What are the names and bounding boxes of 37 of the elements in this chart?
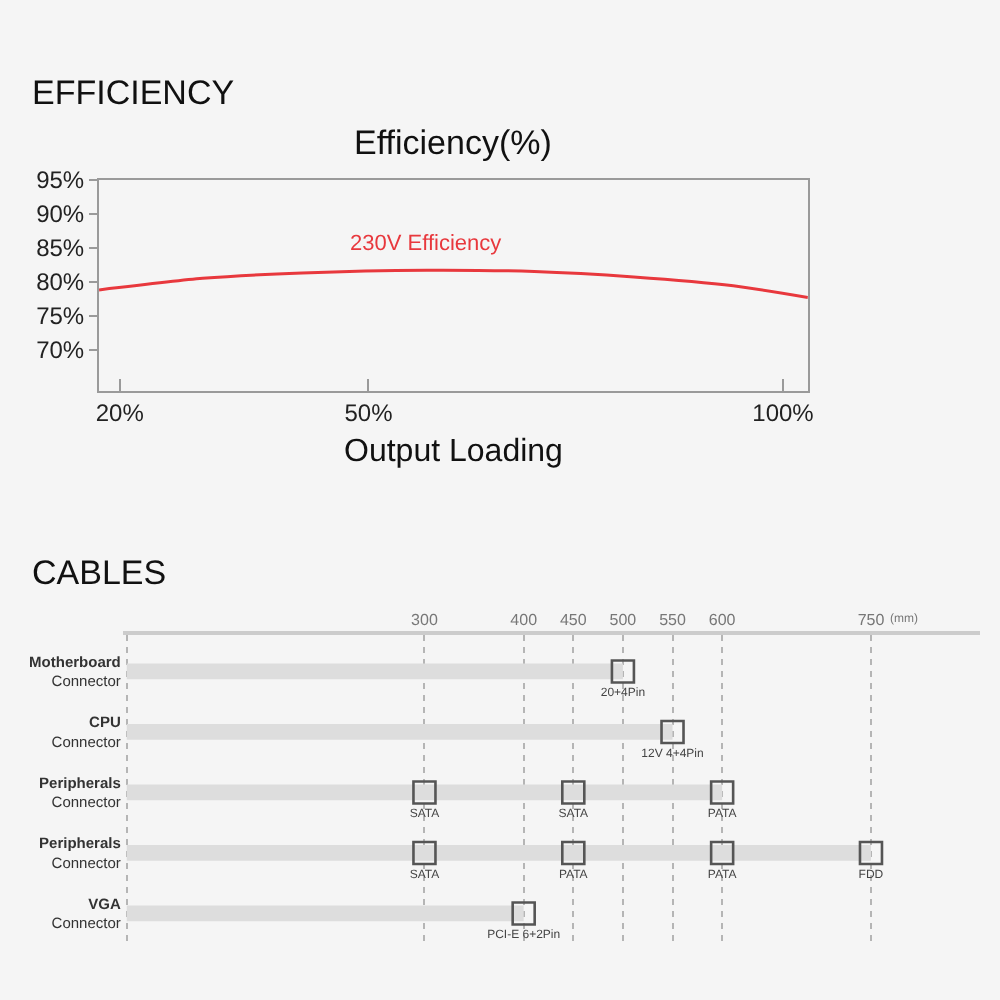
point	[660, 719, 685, 745]
point	[412, 780, 437, 805]
x-tick-label: 450	[559, 610, 588, 629]
point	[561, 840, 586, 866]
y-tick-label: 90%	[36, 200, 85, 229]
x-tick-label: 750	[857, 610, 886, 629]
y-tick-label: 75%	[36, 302, 85, 331]
x-tick-label: 100%	[752, 399, 815, 428]
point	[610, 659, 636, 684]
point	[709, 840, 735, 866]
chart-title: CABLES	[32, 554, 167, 592]
x-tick-label: 300	[411, 610, 439, 629]
point	[858, 840, 884, 866]
bar	[126, 845, 871, 861]
x-tick-label: 500	[609, 610, 638, 629]
bar	[126, 724, 673, 740]
y-tick-label: 80%	[36, 268, 85, 297]
chart-subtitle: Efficiency(%)	[354, 124, 552, 162]
x-tick-label: 550	[659, 610, 687, 629]
x-axis-title: Output Loading	[344, 434, 563, 469]
x-tick-label: 400	[510, 610, 539, 629]
bar	[126, 784, 723, 801]
point	[561, 780, 586, 805]
x-tick-label: 20%	[95, 399, 145, 428]
bar	[126, 663, 623, 680]
y-tick-label: 95%	[36, 166, 85, 195]
y-tick-label: 70%	[36, 336, 85, 365]
point	[412, 840, 437, 866]
bar	[126, 905, 524, 922]
chart-title: EFFICIENCY	[32, 74, 235, 112]
x-tick-label: 600	[708, 610, 737, 629]
line-series	[99, 268, 808, 299]
x-tick-label: 50%	[344, 399, 394, 428]
point	[709, 780, 735, 805]
point	[511, 901, 536, 926]
series-label: 230V Efficiency	[350, 232, 503, 256]
y-tick-label: 85%	[36, 234, 85, 263]
